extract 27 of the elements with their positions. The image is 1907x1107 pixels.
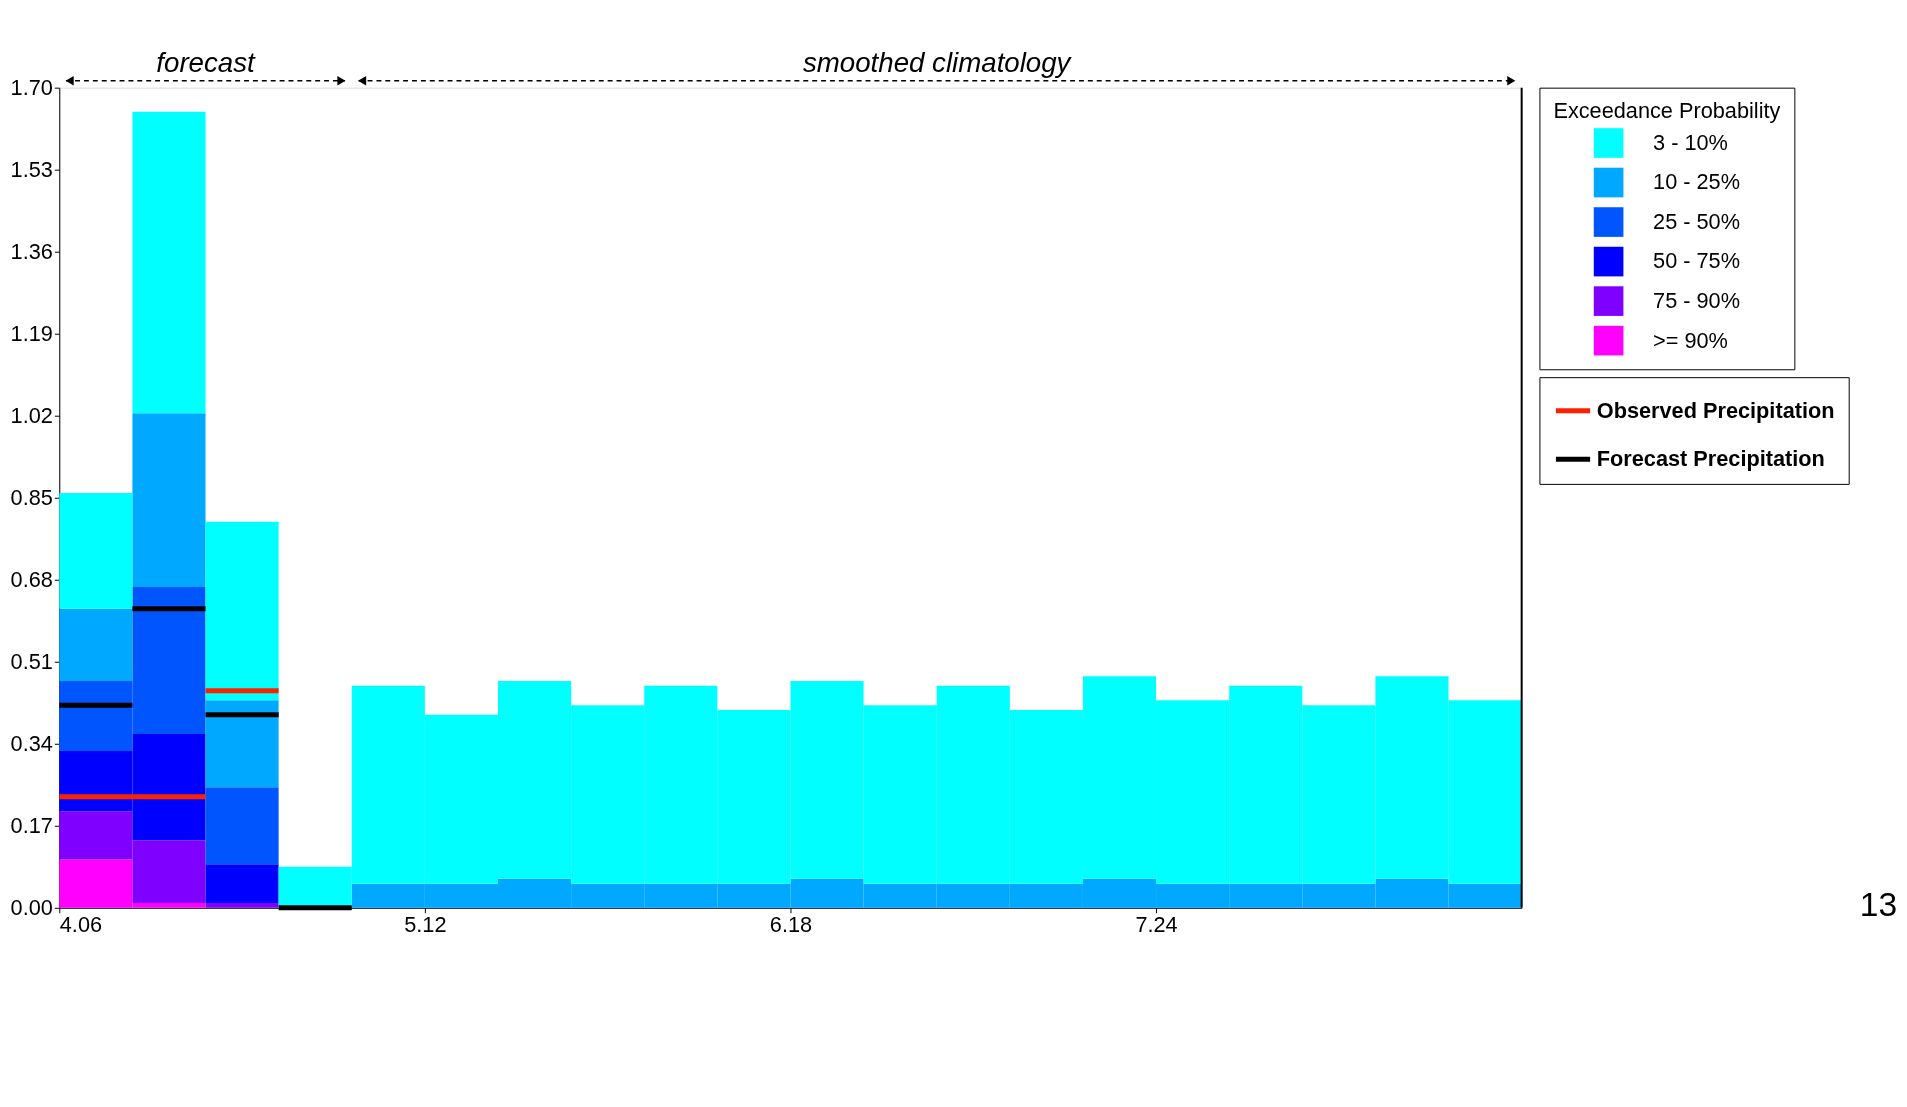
- y-tick-label: 0.34: [10, 731, 53, 757]
- y-tick-label: 0.85: [10, 485, 53, 511]
- y-tick-label: 1.36: [10, 239, 53, 265]
- text: smoothed climatology: [802, 46, 1073, 78]
- y-tick-label: 1.02: [10, 403, 53, 429]
- y-tick-label: 0.51: [10, 649, 53, 675]
- y-tick-label: 1.19: [10, 321, 53, 347]
- legend-title: Exceedance Probability: [1553, 98, 1781, 124]
- legend-label: 50 - 75%: [1653, 248, 1740, 274]
- y-tick-label: 0.00: [10, 895, 53, 921]
- y-tick-label: 0.68: [10, 567, 53, 593]
- legend-label: Forecast Precipitation: [1596, 446, 1825, 472]
- legend-label: 10 - 25%: [1653, 169, 1740, 195]
- y-tick-label: 0.17: [10, 813, 53, 839]
- x-tick-label: 5.12: [404, 911, 447, 937]
- y-tick-label: 1.70: [10, 75, 53, 101]
- legend-label: 25 - 50%: [1653, 208, 1740, 234]
- legend-label: >= 90%: [1653, 327, 1728, 353]
- y-tick-label: 1.53: [10, 157, 53, 183]
- x-tick-label: 4.06: [59, 911, 103, 937]
- text: forecast: [156, 46, 257, 78]
- x-tick-label: 7.24: [1135, 911, 1178, 937]
- legend-label: 75 - 90%: [1653, 288, 1740, 314]
- legend-label: Observed Precipitation: [1596, 397, 1835, 423]
- legend-label: 3 - 10%: [1653, 129, 1728, 155]
- x-tick-label: 6.18: [769, 911, 813, 937]
- text: 13: [1859, 885, 1898, 923]
